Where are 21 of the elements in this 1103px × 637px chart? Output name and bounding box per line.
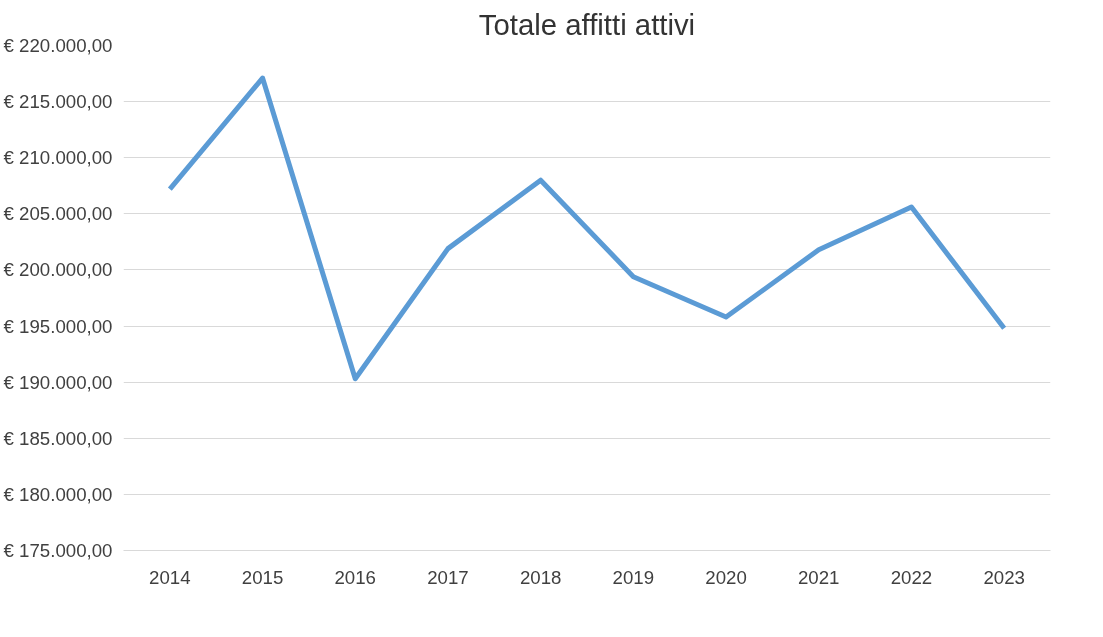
y-tick-label: € 215.000,00	[3, 91, 113, 113]
x-tick-label: 2016	[334, 566, 377, 588]
y-tick-label: € 210.000,00	[3, 147, 113, 169]
x-tick-label: 2023	[983, 566, 1025, 588]
x-tick-label: 2021	[798, 566, 840, 588]
y-tick-label: € 175.000,00	[3, 540, 113, 561]
y-tick-label: € 180.000,00	[3, 483, 113, 505]
x-tick-label: 2015	[241, 566, 284, 588]
y-tick-label: € 205.000,00	[3, 203, 113, 225]
y-tick-label: € 190.000,00	[3, 371, 113, 393]
chart-title: Totale affitti attivi	[478, 7, 696, 41]
x-tick-label: 2017	[427, 566, 469, 588]
x-tick-label: 2014	[149, 566, 191, 588]
y-tick-label: € 185.000,00	[3, 427, 113, 449]
x-tick-label: 2018	[519, 566, 562, 588]
x-tick-label: 2019	[612, 566, 655, 588]
y-tick-label: € 220.000,00	[3, 35, 113, 56]
x-tick-label: 2022	[890, 566, 933, 588]
y-tick-label: € 195.000,00	[3, 315, 113, 337]
x-tick-label: 2020	[705, 566, 747, 588]
y-tick-label: € 200.000,00	[3, 259, 113, 281]
